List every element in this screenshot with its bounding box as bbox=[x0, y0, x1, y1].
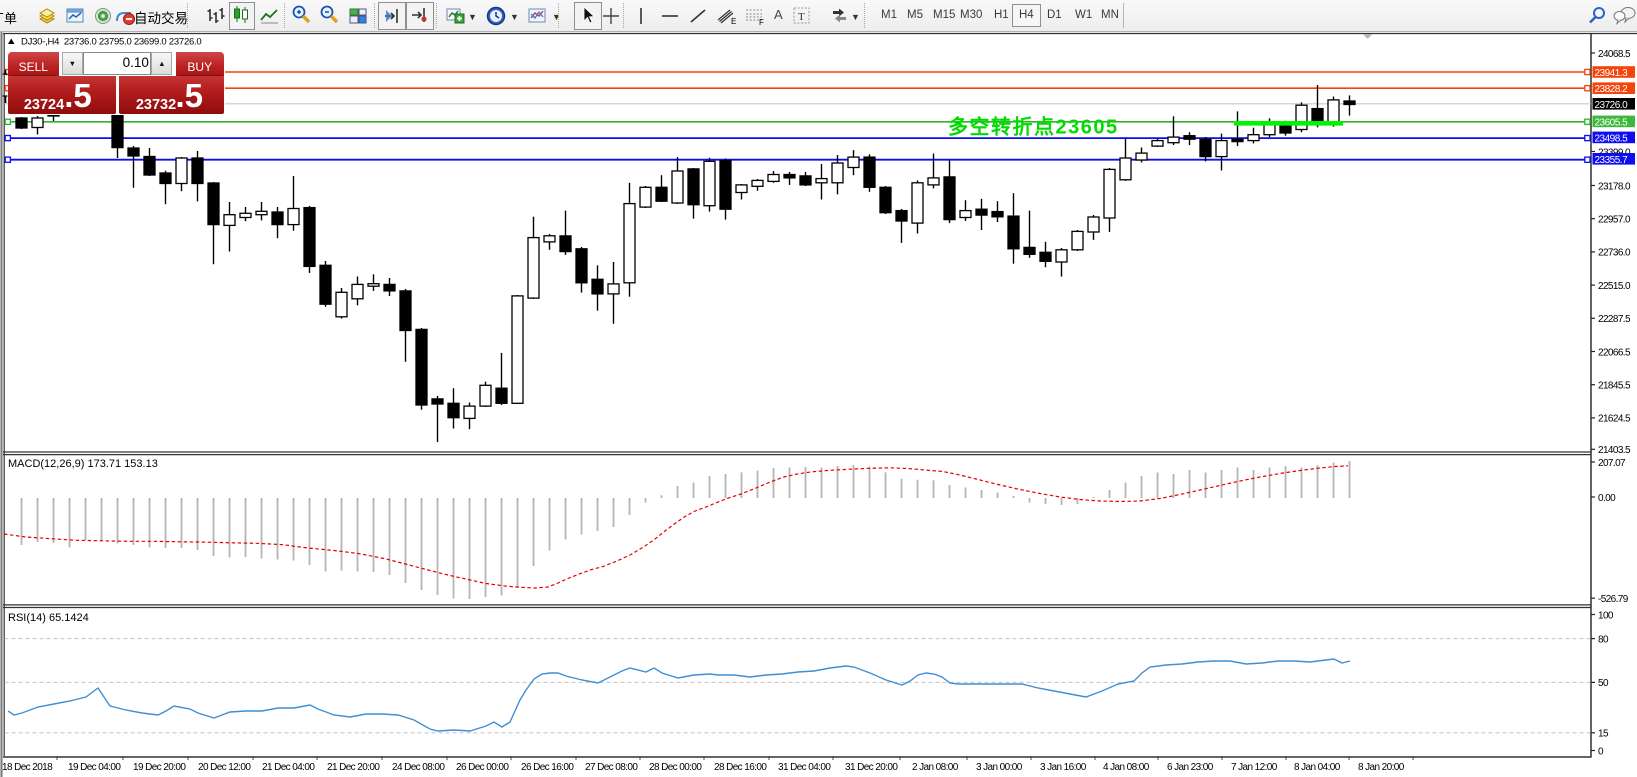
svg-text:23178.0: 23178.0 bbox=[1598, 181, 1631, 192]
svg-text:23941.3: 23941.3 bbox=[1595, 68, 1629, 79]
svg-text:24 Dec 08:00: 24 Dec 08:00 bbox=[392, 762, 445, 773]
svg-text:2 Jan 08:00: 2 Jan 08:00 bbox=[912, 762, 959, 773]
svg-text:22515.0: 22515.0 bbox=[1598, 281, 1631, 292]
svg-text:8 Jan 20:00: 8 Jan 20:00 bbox=[1358, 762, 1405, 773]
svg-text:27 Dec 08:00: 27 Dec 08:00 bbox=[585, 762, 638, 773]
svg-text:15: 15 bbox=[1598, 729, 1609, 740]
svg-text:22957.0: 22957.0 bbox=[1598, 215, 1631, 226]
svg-text:24068.5: 24068.5 bbox=[1598, 49, 1631, 60]
svg-text:MACD(12,26,9) 173.71 153.13: MACD(12,26,9) 173.71 153.13 bbox=[8, 458, 158, 470]
svg-text:E: E bbox=[731, 17, 736, 26]
svg-text:31 Dec 04:00: 31 Dec 04:00 bbox=[778, 762, 831, 773]
svg-text:21 Dec 04:00: 21 Dec 04:00 bbox=[262, 762, 315, 773]
svg-text:21845.5: 21845.5 bbox=[1598, 381, 1631, 392]
svg-text:100: 100 bbox=[1598, 610, 1614, 621]
svg-text:50: 50 bbox=[1598, 678, 1609, 689]
svg-text:7 Jan 12:00: 7 Jan 12:00 bbox=[1231, 762, 1278, 773]
svg-text:DJ30-,H4 23736.0 23795.0 2369: DJ30-,H4 23736.0 23795.0 23699.0 23726.0 bbox=[21, 37, 201, 48]
svg-text:19 Dec 04:00: 19 Dec 04:00 bbox=[68, 762, 121, 773]
svg-text:3 Jan 00:00: 3 Jan 00:00 bbox=[976, 762, 1023, 773]
svg-text:-526.79: -526.79 bbox=[1598, 594, 1629, 605]
svg-text:21 Dec 20:00: 21 Dec 20:00 bbox=[327, 762, 380, 773]
svg-text:RSI(14) 65.1424: RSI(14) 65.1424 bbox=[8, 612, 89, 624]
svg-text:8 Jan 04:00: 8 Jan 04:00 bbox=[1294, 762, 1341, 773]
svg-text:80: 80 bbox=[1598, 634, 1609, 645]
svg-text:26 Dec 00:00: 26 Dec 00:00 bbox=[456, 762, 509, 773]
svg-text:28 Dec 16:00: 28 Dec 16:00 bbox=[714, 762, 767, 773]
svg-text:0: 0 bbox=[1598, 746, 1604, 757]
svg-text:20 Dec 12:00: 20 Dec 12:00 bbox=[198, 762, 251, 773]
svg-text:23498.5: 23498.5 bbox=[1595, 133, 1629, 144]
svg-text:21403.5: 21403.5 bbox=[1598, 445, 1631, 456]
svg-text:3 Jan 16:00: 3 Jan 16:00 bbox=[1040, 762, 1087, 773]
svg-text:22287.5: 22287.5 bbox=[1598, 314, 1631, 325]
svg-text:207.07: 207.07 bbox=[1598, 458, 1626, 469]
svg-text:23399.0: 23399.0 bbox=[1598, 147, 1631, 158]
svg-text:23605.5: 23605.5 bbox=[1595, 117, 1629, 128]
svg-text:26 Dec 16:00: 26 Dec 16:00 bbox=[521, 762, 574, 773]
svg-text:多空转折点23605: 多空转折点23605 bbox=[948, 115, 1119, 139]
svg-text:22736.0: 22736.0 bbox=[1598, 248, 1631, 259]
svg-text:23828.2: 23828.2 bbox=[1595, 84, 1629, 95]
svg-text:18 Dec 2018: 18 Dec 2018 bbox=[2, 762, 53, 773]
svg-text:28 Dec 00:00: 28 Dec 00:00 bbox=[649, 762, 702, 773]
svg-text:22066.5: 22066.5 bbox=[1598, 347, 1631, 358]
svg-text:31 Dec 20:00: 31 Dec 20:00 bbox=[845, 762, 898, 773]
svg-text:23355.7: 23355.7 bbox=[1595, 155, 1629, 166]
svg-text:23726.0: 23726.0 bbox=[1595, 100, 1629, 111]
svg-text:21624.5: 21624.5 bbox=[1598, 414, 1631, 425]
svg-text:4 Jan 08:00: 4 Jan 08:00 bbox=[1103, 762, 1150, 773]
svg-text:0.00: 0.00 bbox=[1598, 493, 1616, 504]
svg-text:6 Jan 23:00: 6 Jan 23:00 bbox=[1167, 762, 1214, 773]
svg-text:T: T bbox=[798, 11, 805, 23]
svg-text:19 Dec 20:00: 19 Dec 20:00 bbox=[133, 762, 186, 773]
svg-text:F: F bbox=[759, 18, 764, 27]
